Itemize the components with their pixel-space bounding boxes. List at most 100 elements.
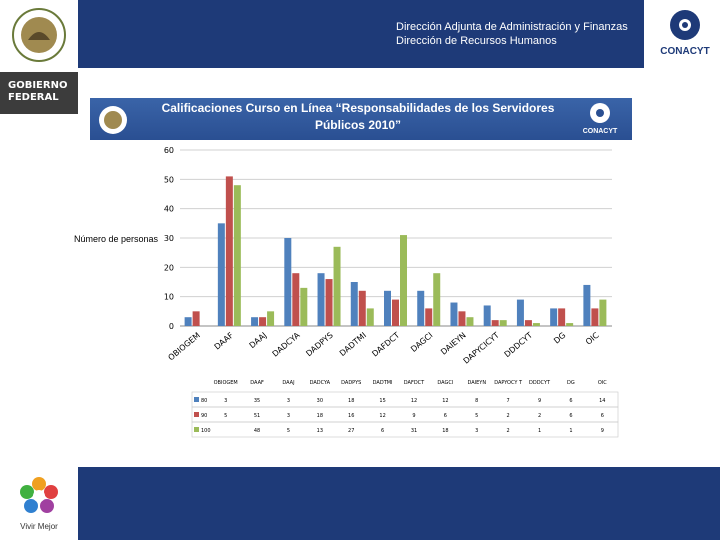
gobierno-federal-logo: GOBIERNO FEDERAL bbox=[0, 72, 78, 114]
category-label: DDDCYT bbox=[503, 331, 535, 360]
table-cell: 18 bbox=[442, 428, 448, 434]
header-line1: Dirección Adjunta de Administración y Fi… bbox=[396, 21, 628, 33]
table-cell: 8 bbox=[475, 398, 478, 404]
bar bbox=[400, 235, 407, 326]
bar bbox=[550, 308, 558, 326]
table-cell: 27 bbox=[348, 428, 354, 434]
bar bbox=[325, 279, 333, 326]
bar bbox=[384, 290, 391, 326]
table-cell: 15 bbox=[379, 398, 385, 404]
table-cell: 7 bbox=[507, 398, 510, 404]
table-cell: 6 bbox=[601, 413, 604, 419]
table-cell: 2 bbox=[507, 413, 510, 419]
bar bbox=[599, 299, 607, 326]
category-label: DG bbox=[552, 331, 567, 346]
table-header: DAFDCT bbox=[404, 380, 425, 386]
vivir-mejor-wordmark: Vivir Mejor bbox=[20, 522, 58, 531]
category-label: DAPYCICYT bbox=[462, 331, 501, 366]
bar bbox=[458, 311, 466, 326]
bar bbox=[433, 273, 441, 326]
series-name: 90 bbox=[201, 413, 207, 419]
y-axis-label: Número de personas bbox=[74, 234, 159, 244]
table-header: OIC bbox=[598, 380, 607, 386]
table-cell: 3 bbox=[287, 398, 290, 404]
table-header: DADPYS bbox=[341, 380, 361, 386]
category-label: DAAF bbox=[213, 330, 236, 351]
vivir-mejor-logo: Vivir Mejor bbox=[10, 474, 68, 534]
table-cell: 5 bbox=[224, 413, 227, 419]
table-cell: 5 bbox=[475, 413, 478, 419]
y-tick-label: 50 bbox=[164, 175, 174, 184]
table-cell: 31 bbox=[411, 428, 417, 434]
gobierno-line2: FEDERAL bbox=[8, 92, 59, 103]
table-header: DAAF bbox=[250, 380, 264, 386]
y-tick-label: 10 bbox=[164, 293, 174, 302]
chart-title-line2: Públicos 2010” bbox=[314, 118, 402, 132]
bar bbox=[225, 176, 233, 326]
bar bbox=[392, 299, 399, 326]
conacyt-globe-icon bbox=[590, 103, 610, 123]
conacyt-globe-icon bbox=[670, 10, 700, 40]
table-header: DDDCYT bbox=[529, 380, 551, 386]
bar bbox=[491, 320, 499, 326]
bar bbox=[450, 302, 458, 326]
chart-title-bar bbox=[90, 98, 632, 140]
table-cell: 6 bbox=[381, 428, 384, 434]
table-cell: 35 bbox=[254, 398, 260, 404]
table-cell: 2 bbox=[538, 413, 541, 419]
table-cell: 3 bbox=[475, 428, 478, 434]
header-line2: Dirección de Recursos Humanos bbox=[396, 35, 557, 47]
table-cell: 9 bbox=[601, 428, 604, 434]
legend-swatch bbox=[194, 397, 199, 402]
table-cell: 48 bbox=[254, 428, 260, 434]
chart-title-line1: Calificaciones Curso en Línea “Responsab… bbox=[161, 101, 555, 115]
table-cell: 30 bbox=[317, 398, 323, 404]
bar bbox=[333, 246, 341, 326]
bar bbox=[233, 185, 241, 326]
table-header: DAPYOCY T bbox=[494, 380, 523, 386]
bar bbox=[267, 311, 275, 326]
table-cell: 3 bbox=[287, 413, 290, 419]
bar bbox=[583, 284, 591, 326]
table-cell: 1 bbox=[569, 428, 572, 434]
table-cell: 3 bbox=[224, 398, 227, 404]
bar bbox=[366, 308, 374, 326]
bar bbox=[524, 320, 532, 326]
table-cell: 16 bbox=[348, 413, 354, 419]
table-cell: 5 bbox=[287, 428, 290, 434]
category-label: DADPYS bbox=[304, 331, 335, 359]
bar bbox=[425, 308, 433, 326]
table-cell: 9 bbox=[538, 398, 541, 404]
table-cell: 14 bbox=[599, 398, 605, 404]
table-header: DADTMI bbox=[373, 380, 393, 386]
table-cell: 12 bbox=[411, 398, 417, 404]
footer-band bbox=[78, 467, 720, 540]
series-name: 80 bbox=[201, 398, 207, 404]
bar bbox=[532, 323, 540, 326]
bar bbox=[417, 290, 425, 326]
bar bbox=[259, 317, 267, 326]
gridlines: 0 10 20 30 40 50 60 bbox=[164, 146, 612, 331]
table-cell: 18 bbox=[348, 398, 354, 404]
bar bbox=[292, 273, 300, 326]
category-label: DADCYA bbox=[271, 330, 302, 358]
table-header: DADCYA bbox=[310, 380, 331, 386]
table-cell: 13 bbox=[317, 428, 323, 434]
legend-swatch bbox=[194, 427, 199, 432]
y-tick-label: 30 bbox=[164, 234, 174, 243]
data-table: OBIOGEM DAAF DAAJ DADCYA DADPYS DADTMI DAFDCT D… bbox=[191, 380, 619, 438]
bar bbox=[516, 299, 524, 326]
vivir-mejor-flower-icon bbox=[20, 477, 58, 513]
bar bbox=[358, 290, 366, 326]
category-label: DAFDCT bbox=[370, 331, 401, 359]
conacyt-logo-small: CONACYT bbox=[572, 102, 628, 138]
y-tick-label: 20 bbox=[164, 263, 174, 272]
table-cell: 1 bbox=[538, 428, 541, 434]
header-text: Dirección Adjunta de Administración y Fi… bbox=[396, 20, 628, 48]
mexico-seal-icon bbox=[99, 106, 127, 134]
category-label: DAIEYN bbox=[439, 331, 468, 357]
table-header: DG bbox=[567, 380, 575, 386]
table-cell: 6 bbox=[569, 398, 572, 404]
category-label: DADTMI bbox=[338, 331, 368, 358]
